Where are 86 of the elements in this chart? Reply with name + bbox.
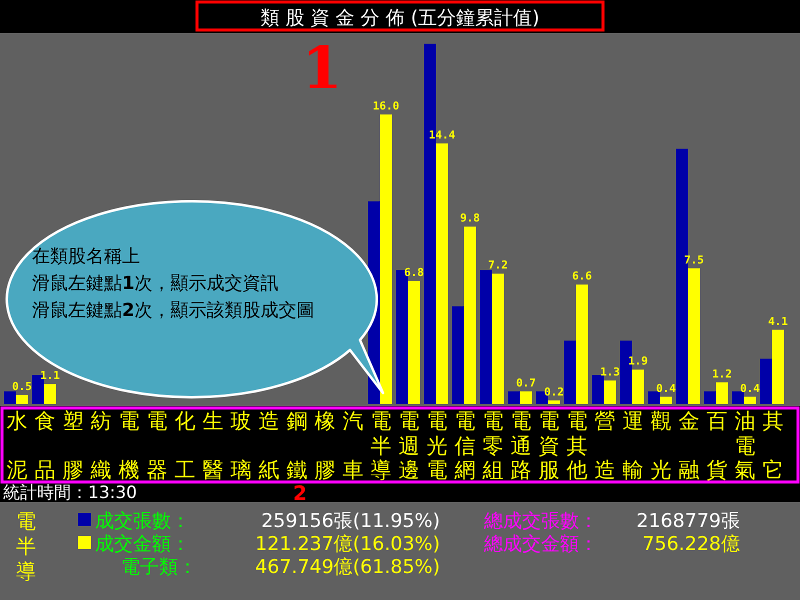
- x-tick-label: 紡織: [90, 409, 112, 482]
- x-tick-label: 汽車: [342, 409, 364, 482]
- text: 統計時間：13:30: [3, 483, 137, 503]
- annotation: 1: [302, 34, 342, 102]
- bar: [576, 284, 588, 404]
- x-tick-label: 其它: [762, 409, 784, 482]
- data-label: 0.4: [656, 382, 676, 395]
- bar: [44, 384, 56, 404]
- x-tick-label: 電器: [146, 409, 168, 482]
- x-tick-label: 金融: [678, 409, 700, 482]
- text: 259156張(11.95%): [261, 510, 440, 532]
- legend-label: 成交金額：: [95, 533, 190, 555]
- bar: [716, 382, 728, 404]
- bar: [508, 391, 520, 404]
- data-label: 16.0: [372, 99, 400, 112]
- text: 121.237億(16.03%): [255, 533, 440, 555]
- x-tick-label: 電零組: [482, 409, 504, 482]
- bar: [436, 143, 448, 404]
- bar: [520, 391, 532, 404]
- text: 總成交張數：: [483, 510, 598, 532]
- bar: [760, 358, 772, 404]
- x-tick-label: 電半導: [370, 409, 392, 482]
- x-tick-label: 觀光: [650, 409, 672, 482]
- x-tick-label: 百貨: [706, 409, 728, 482]
- bar: [4, 391, 16, 404]
- bar: [660, 396, 672, 404]
- annotation: 在類股名稱上: [32, 246, 140, 267]
- x-tick-label: 塑膠: [62, 409, 84, 482]
- data-label: 0.4: [740, 382, 760, 395]
- bar: [772, 330, 784, 404]
- data-label: 7.2: [488, 258, 508, 272]
- x-tick-label: 電週邊: [398, 409, 420, 482]
- x-tick-label: 化工: [174, 409, 196, 482]
- data-label: 0.5: [12, 380, 32, 393]
- data-label: 1.1: [40, 369, 60, 382]
- bar: [480, 270, 492, 404]
- x-tick-label: 水泥: [6, 409, 28, 482]
- x-tick-label: 油電氣: [734, 409, 756, 482]
- x-tick-label: 食品: [34, 409, 56, 482]
- bar: [492, 274, 504, 404]
- x-tick-label: 營造: [594, 409, 616, 482]
- bar: [604, 380, 616, 404]
- data-label: 0.7: [516, 376, 536, 390]
- x-tick-label: 鋼鐵: [286, 409, 308, 482]
- data-label: 0.2: [544, 385, 564, 398]
- legend-label: 成交張數：: [95, 510, 190, 532]
- data-label: 6.6: [572, 270, 592, 283]
- bar: [16, 394, 28, 404]
- x-tick-label: 電資服: [538, 409, 560, 482]
- x-tick-label: 玻璃: [230, 409, 252, 482]
- text: 2168779張: [636, 510, 740, 532]
- x-tick-label: 電光電: [426, 409, 448, 482]
- text: 總成交金額：: [483, 533, 598, 555]
- text: 467.749億(61.85%): [255, 556, 440, 578]
- bar: [744, 396, 756, 404]
- bar: [688, 268, 700, 404]
- x-tick-label: 電機: [118, 409, 140, 482]
- data-label: 4.1: [768, 314, 788, 328]
- x-tick-label: 生醫: [202, 409, 224, 482]
- annotation: 滑鼠左鍵點1次，顯示成交資訊: [32, 273, 279, 294]
- bar: [732, 391, 744, 404]
- bar: [648, 391, 660, 404]
- data-label: 1.3: [600, 365, 620, 378]
- bar: [464, 226, 476, 404]
- x-tick-label: 橡膠: [314, 409, 336, 482]
- text: 2: [293, 481, 307, 505]
- x-tick-label: 運輸: [622, 409, 644, 482]
- bar: [592, 375, 604, 404]
- text: 電半導: [16, 509, 36, 583]
- bar: [632, 370, 644, 404]
- bar: [452, 306, 464, 404]
- x-tick-label: 電信網: [454, 409, 476, 482]
- bar: [380, 114, 392, 404]
- bar: [704, 391, 716, 404]
- x-tick-label: 電通路: [510, 409, 532, 482]
- bar: [408, 280, 420, 404]
- data-label: 1.2: [712, 367, 732, 380]
- bar: [548, 400, 560, 404]
- annotation: 滑鼠左鍵點2次，顯示該類股成交圖: [32, 300, 315, 321]
- x-tick-label: 電其他: [566, 409, 588, 482]
- chart-title: 類 股 資 金 分 佈 (五分鐘累計值): [260, 7, 540, 29]
- x-tick-label: 造紙: [258, 409, 280, 482]
- text: 電子類：: [121, 556, 197, 578]
- text: 756.228億: [642, 533, 740, 555]
- data-label: 9.8: [460, 212, 480, 225]
- bar: [564, 340, 576, 404]
